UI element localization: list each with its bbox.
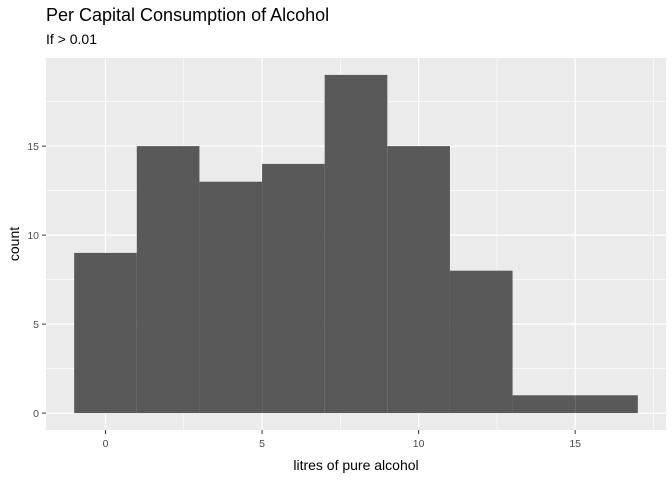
y-tick-label: 5 <box>33 319 39 331</box>
histogram-bar <box>324 74 388 414</box>
y-axis-title: count <box>6 227 22 261</box>
y-axis: 0 5 10 15 <box>27 141 46 420</box>
y-tick-label: 0 <box>33 408 39 420</box>
histogram-bar <box>136 146 200 414</box>
histogram-bar <box>74 252 137 414</box>
histogram-bar <box>387 146 450 414</box>
y-tick-label: 10 <box>27 230 39 242</box>
histogram-bar <box>449 270 513 414</box>
y-tick-label: 15 <box>27 141 39 153</box>
histogram-bar <box>575 395 638 414</box>
x-tick-label: 10 <box>413 438 425 450</box>
x-tick-label: 0 <box>103 438 109 450</box>
x-axis-title: litres of pure alcohol <box>293 457 418 473</box>
x-tick-label: 5 <box>259 438 265 450</box>
x-axis: 0 5 10 15 <box>103 430 581 450</box>
histogram-bars <box>74 74 638 414</box>
chart-title: Per Capital Consumption of Alcohol <box>46 5 330 25</box>
chart-subtitle: If > 0.01 <box>46 31 97 47</box>
histogram-bar <box>262 163 325 414</box>
histogram-bar <box>512 395 576 414</box>
x-tick-label: 15 <box>569 438 581 450</box>
histogram-bar <box>199 181 263 414</box>
